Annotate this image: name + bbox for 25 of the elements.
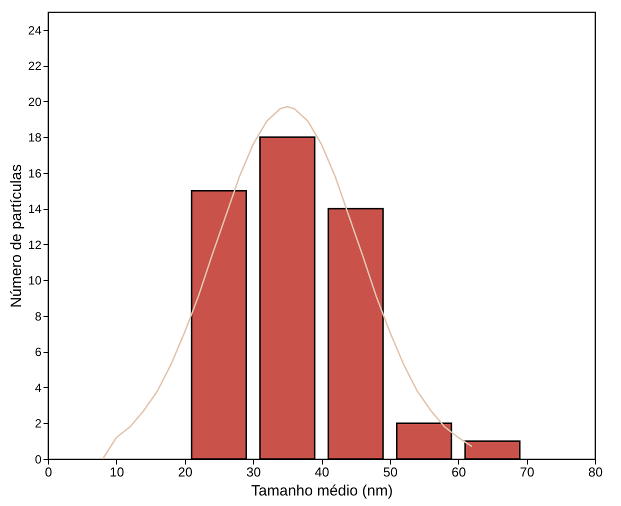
y-tick-label: 20	[28, 94, 42, 109]
y-tick-label: 24	[28, 23, 42, 38]
x-tick-label: 50	[383, 464, 398, 480]
x-tick-label: 30	[246, 464, 261, 480]
x-tick-label: 70	[520, 464, 534, 480]
y-tick-label: 4	[34, 380, 42, 395]
y-tick-label: 22	[28, 59, 42, 74]
line-series	[102, 106, 473, 460]
y-tick-label: 16	[28, 166, 42, 180]
y-tick-label: 10	[28, 274, 42, 288]
y-axis-title: Número de partículas	[8, 164, 26, 308]
x-tick-label: 80	[588, 464, 603, 480]
x-tick-label: 20	[178, 464, 192, 480]
x-tick-label: 10	[110, 464, 124, 480]
x-tick-label: 40	[314, 464, 330, 480]
y-tick-label: 18	[28, 130, 42, 145]
x-tick-label: 0	[44, 464, 52, 480]
x-axis-title: Tamanho médio (nm)	[251, 482, 393, 500]
y-tick-label: 14	[28, 202, 42, 216]
y-tick-label: 8	[34, 309, 42, 324]
y-tick-label: 6	[34, 345, 42, 360]
y-tick-label: 12	[28, 238, 42, 252]
y-tick-label: 2	[34, 416, 42, 431]
x-tick-label: 60	[452, 464, 466, 480]
y-tick-label: 0	[34, 452, 42, 466]
